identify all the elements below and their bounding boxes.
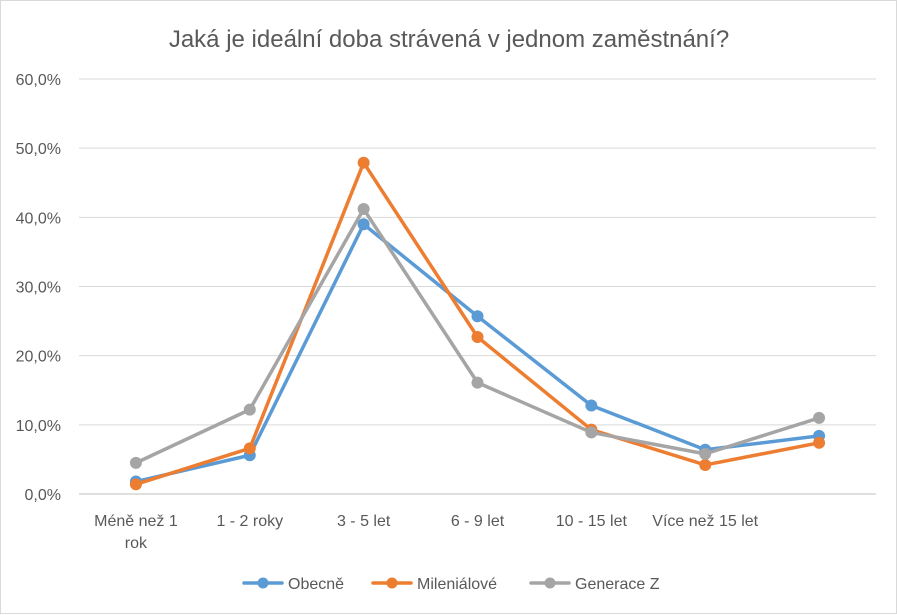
legend-item: Obecně [242,576,344,593]
legend-label: Obecně [288,576,344,593]
data-point [357,156,370,169]
data-point [699,447,712,460]
x-tick-label: Více než 15 let [652,513,758,530]
legend-label: Mileniálové [417,576,497,593]
x-tick-label: 10 - 15 let [556,513,628,530]
y-tick-label: 20,0% [16,349,61,366]
data-point [813,411,826,424]
y-tick-label: 60,0% [16,72,61,89]
data-point [357,203,370,216]
y-tick-label: 10,0% [16,418,61,435]
x-tick-label: rok [125,535,148,552]
data-point [813,436,826,449]
y-tick-label: 0,0% [25,487,61,504]
x-tick-label: 3 - 5 let [337,513,391,530]
legend-swatch-marker [544,577,556,589]
data-point [699,458,712,471]
series-0 [129,218,826,488]
series-1 [129,156,826,491]
legend-item: Mileniálové [371,576,497,593]
x-axis-ticks: Méně než 1 rok 1 - 2 roky 3 - 5 let 6 - 9 le… [94,513,759,552]
legend: Obecně Mileniálové Generace Z [242,576,660,593]
y-tick-label: 50,0% [16,141,61,158]
data-point [471,376,484,389]
legend-item: Generace Z [529,576,660,593]
y-tick-label: 40,0% [16,210,61,227]
grid-lines [79,78,876,495]
y-tick-label: 30,0% [16,280,61,297]
series-line [134,160,821,487]
x-tick-label: Méně než 1 [94,513,178,530]
series-layer [129,156,826,491]
data-point [585,399,598,412]
series-line [134,222,821,484]
legend-swatch-marker [257,577,269,589]
data-point [129,456,142,469]
data-point [243,442,256,455]
data-point [357,218,370,231]
data-point [129,478,142,491]
legend-label: Generace Z [575,576,660,593]
data-point [471,330,484,343]
series-2 [129,203,826,469]
data-point [585,426,598,439]
x-tick-label: 1 - 2 roky [216,513,283,530]
x-tick-label: 6 - 9 let [451,513,505,530]
data-point [243,403,256,416]
y-axis-ticks: 0,0% 10,0% 20,0% 30,0% 40,0% 50,0% 60,0% [16,72,61,504]
chart-title: Jaká je ideální doba strávená v jednom z… [169,26,729,53]
data-point [471,310,484,323]
legend-swatch-marker [386,577,398,589]
